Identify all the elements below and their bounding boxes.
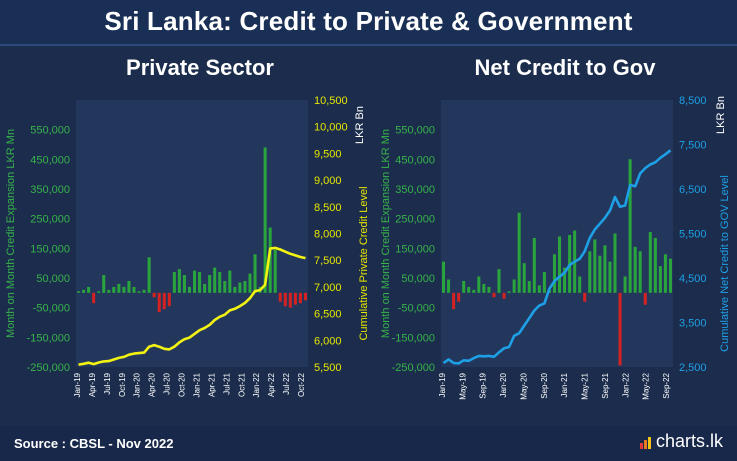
brand-logo: charts.lk (640, 431, 723, 452)
bar-chart-icon (640, 437, 651, 449)
page-title: Sri Lanka: Credit to Private & Governmen… (104, 6, 633, 36)
source-note: Source : CBSL - Nov 2022 (14, 436, 174, 451)
title-bar (0, 0, 737, 46)
gov-panel-title: Net Credit to Gov (474, 55, 656, 80)
private-panel-title: Private Sector (126, 55, 274, 80)
footer-bar (0, 426, 737, 461)
brand-name: charts.lk (656, 431, 724, 451)
